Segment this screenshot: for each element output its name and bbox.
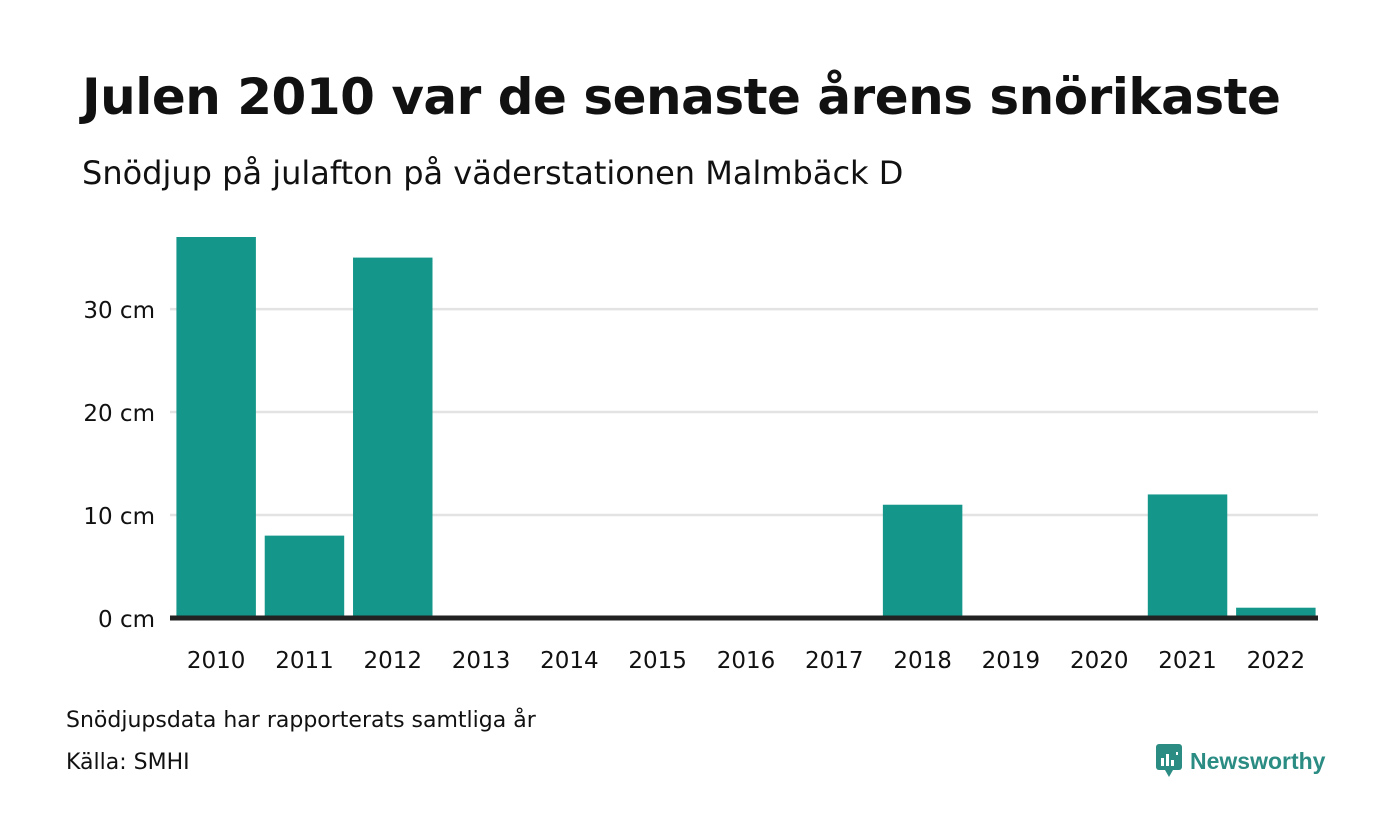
bar (882, 504, 963, 618)
bar (1236, 607, 1316, 618)
x-tick-label: 2011 (275, 648, 334, 674)
x-tick-label: 2016 (717, 648, 776, 674)
y-tick-label: 20 cm (83, 401, 155, 427)
x-tick-label: 2019 (982, 648, 1041, 674)
x-tick-label: 2020 (1070, 648, 1129, 674)
bar (1147, 494, 1228, 618)
x-tick-label: 2018 (893, 648, 952, 674)
brand-name: Newsworthy (1190, 747, 1326, 774)
footnote: Snödjupsdata har rapporterats samtliga å… (66, 708, 536, 733)
brand-logo: Newsworthy (1156, 744, 1325, 778)
x-tick-label: 2012 (363, 648, 422, 674)
bar (264, 535, 345, 618)
y-tick-label: 0 cm (98, 607, 155, 633)
chart-title: Julen 2010 var de senaste årens snörikas… (82, 68, 1281, 126)
newsworthy-logo-icon (1156, 744, 1182, 777)
x-tick-label: 2010 (187, 648, 246, 674)
y-tick-label: 30 cm (83, 298, 155, 324)
x-tick-label: 2013 (452, 648, 511, 674)
x-tick-label: 2022 (1247, 648, 1306, 674)
source-credit: Källa: SMHI (66, 750, 190, 775)
x-tick-label: 2017 (805, 648, 864, 674)
y-tick-label: 10 cm (83, 504, 155, 530)
x-tick-label: 2021 (1158, 648, 1217, 674)
x-tick-label: 2014 (540, 648, 599, 674)
chart-subtitle: Snödjup på julafton på väderstationen Ma… (82, 154, 904, 192)
bar (176, 237, 256, 618)
x-tick-label: 2015 (628, 648, 687, 674)
bar (353, 257, 433, 618)
